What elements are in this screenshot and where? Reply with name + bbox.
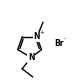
Text: -: - (64, 37, 66, 42)
Text: +: + (39, 30, 44, 35)
Text: N: N (28, 53, 34, 62)
Text: Br: Br (54, 39, 64, 48)
Text: N: N (34, 32, 40, 41)
